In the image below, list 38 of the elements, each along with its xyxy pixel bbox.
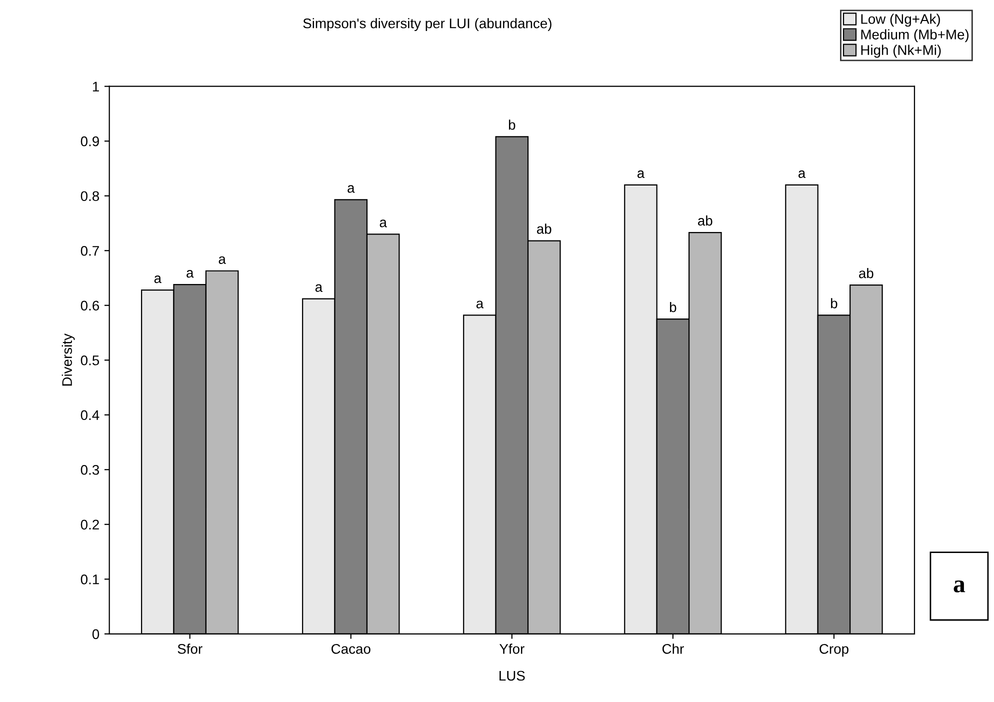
x-tick-label: Crop [820, 644, 848, 657]
y-tick-label: 1 [92, 82, 99, 92]
x-tick-label: Cacao [332, 644, 370, 654]
data-label: ab [698, 215, 712, 226]
y-axis-title: Diversity [62, 334, 75, 386]
y-tick-label: 0.8 [80, 191, 100, 202]
y-tick-label: 0 [92, 629, 100, 640]
chart-title: Simpson's diversity per LUI (abundance) [303, 18, 552, 32]
data-label: ab [859, 268, 874, 278]
y-tick-label: 0.3 [80, 464, 100, 475]
data-label: a [186, 270, 194, 278]
y-tick-label: 0.2 [80, 520, 99, 530]
y-tick-label: 0.6 [80, 300, 100, 311]
data-label: a [798, 170, 806, 178]
y-tick-label: 0.9 [80, 136, 99, 146]
data-label: a [348, 185, 355, 193]
data-label: a [218, 256, 226, 264]
data-label: a [154, 276, 162, 284]
x-tick-label: Yfor [499, 644, 524, 654]
data-label: a [315, 284, 323, 292]
data-label: b [831, 298, 838, 308]
x-tick-label: Sfor [178, 644, 202, 654]
y-tick-label: 0.1 [80, 574, 99, 584]
text: a [954, 580, 966, 592]
data-label: a [380, 220, 387, 228]
legend-label: High (Nk+Mi) [861, 44, 941, 58]
y-tick-label: 0.4 [80, 410, 100, 420]
legend-label: Low (Ng+Ak) [861, 14, 940, 27]
data-label: ab [536, 224, 552, 234]
y-tick-label: 0.5 [80, 355, 100, 366]
x-axis-title: LUS [500, 670, 525, 681]
legend-label: Medium (Mb+Me) [861, 29, 969, 42]
x-tick-label: Chr [662, 644, 684, 654]
data-label: a [476, 300, 484, 308]
data-label: b [670, 302, 676, 312]
y-tick-label: 0.7 [80, 246, 99, 256]
data-label: b [508, 120, 516, 130]
data-label: a [637, 170, 645, 178]
